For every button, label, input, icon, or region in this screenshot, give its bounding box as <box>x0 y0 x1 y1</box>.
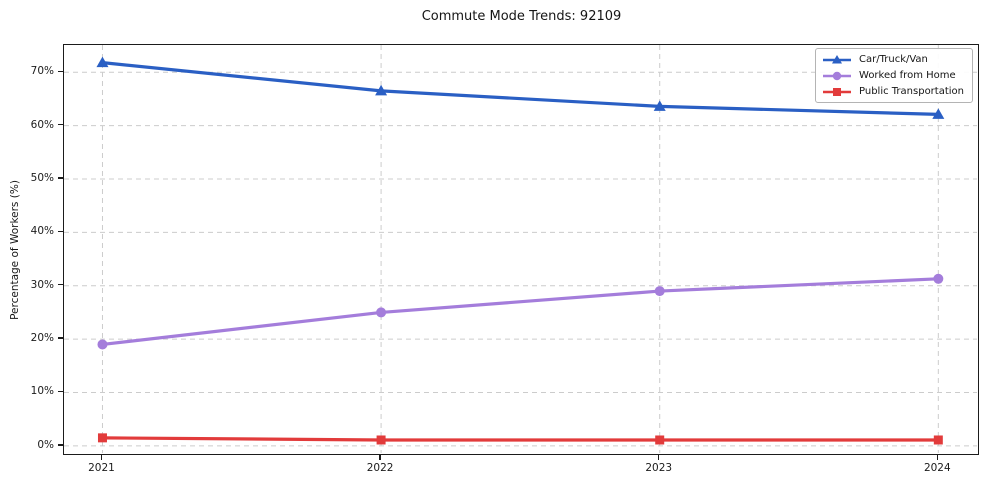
marker-triangle <box>96 56 109 68</box>
y-tick-label: 70% <box>30 65 54 78</box>
y-tick-mark <box>58 177 63 179</box>
y-axis-label: Percentage of Workers (%) <box>9 180 21 320</box>
marker-triangle <box>653 100 666 111</box>
x-tick-mark <box>936 455 938 460</box>
y-tick-mark <box>58 337 63 339</box>
y-tick-mark <box>58 123 63 126</box>
marker-circle <box>97 339 108 350</box>
legend-swatch <box>823 54 852 63</box>
legend-label: Public Transportation <box>859 86 964 97</box>
marker-square <box>376 435 386 445</box>
y-tick-label: 30% <box>30 278 54 291</box>
y-tick-mark <box>58 230 63 232</box>
legend-item: Worked from Home <box>822 69 964 82</box>
legend: Car/Truck/Van Worked from Home Public Tran… <box>815 48 973 103</box>
y-tick-mark <box>58 444 63 446</box>
y-tick-label: 10% <box>30 385 54 398</box>
x-tick-label: 2024 <box>923 462 951 474</box>
marker-square <box>97 433 107 443</box>
y-tick-label: 0% <box>37 438 54 451</box>
marker-square <box>655 435 665 445</box>
legend-label: Car/Truck/Van <box>859 54 928 65</box>
legend-marker-circle-icon <box>832 71 842 80</box>
marker-triangle <box>932 108 945 119</box>
x-tick-mark <box>658 455 660 460</box>
y-tick-mark <box>58 284 63 286</box>
marker-square <box>933 435 943 445</box>
legend-marker-square-icon <box>833 87 842 96</box>
legend-item: Car/Truck/Van <box>822 53 964 66</box>
x-tick-mark <box>379 455 381 460</box>
y-tick-mark <box>58 70 63 72</box>
series-line <box>100 277 940 347</box>
x-tick-label: 2023 <box>645 462 673 474</box>
legend-marker-triangle-icon <box>832 54 843 63</box>
x-tick-mark <box>100 455 103 460</box>
x-tick-label: 2022 <box>366 462 394 474</box>
series-line <box>100 61 940 116</box>
chart-title: Commute Mode Trends: 92109 <box>421 9 622 24</box>
plot-area: Car/Truck/Van Worked from Home Public Tran… <box>63 44 979 455</box>
marker-triangle <box>375 84 388 96</box>
y-tick-label: 50% <box>30 171 54 184</box>
x-tick-label: 2021 <box>88 462 115 474</box>
y-tick-label: 20% <box>30 332 54 345</box>
marker-circle <box>376 307 387 318</box>
y-tick-mark <box>58 390 63 393</box>
legend-swatch <box>823 87 852 96</box>
legend-item: Public Transportation <box>822 85 964 98</box>
y-tick-label: 40% <box>30 225 54 238</box>
y-tick-label: 60% <box>30 118 54 131</box>
chart-canvas <box>64 45 977 453</box>
legend-label: Worked from Home <box>859 70 956 81</box>
marker-circle <box>654 286 665 297</box>
series-line <box>100 436 940 442</box>
marker-circle <box>933 273 944 284</box>
legend-swatch <box>823 71 852 80</box>
